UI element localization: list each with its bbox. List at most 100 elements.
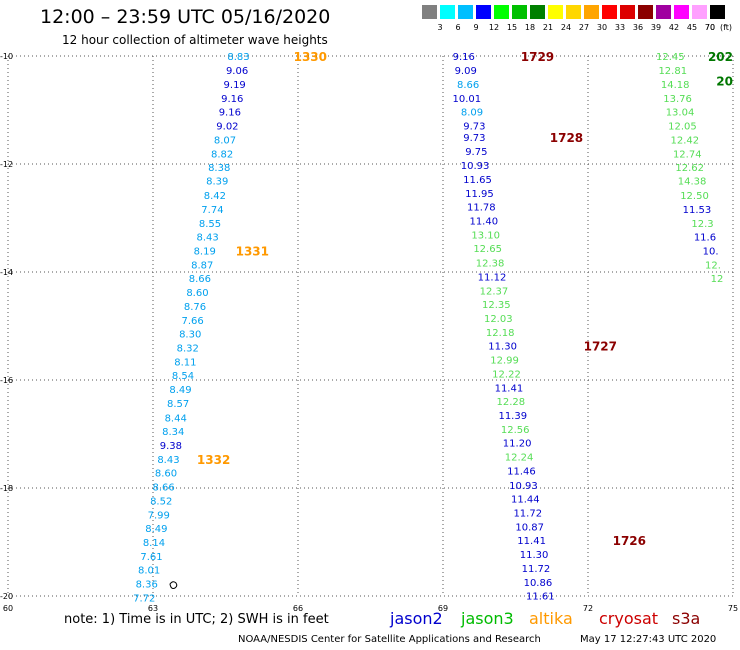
legend-label: 42 [668,23,680,32]
wave-height-value: 12.03 [484,314,513,325]
wave-height-value: 12.81 [658,66,687,77]
legend-label: 39 [650,23,662,32]
wave-height-value: 9.73 [463,122,485,133]
wave-height-value: 12.35 [482,300,511,311]
wave-height-value: 7.61 [140,552,162,563]
wave-height-value: 8.60 [186,288,208,299]
wave-height-value: 14.18 [661,80,690,91]
wave-height-value: 8.60 [155,468,177,479]
legend-swatch [476,5,491,19]
wave-height-value: 9.02 [216,122,238,133]
map-subtitle: 12 hour collection of altimeter wave hei… [62,33,328,47]
wave-height-value: 12.62 [675,163,704,174]
wave-height-value: 11.20 [503,439,532,450]
pass-time-label: 202 [708,50,733,64]
legend-swatch [422,5,437,19]
wave-height-value: 9.09 [455,66,477,77]
wave-height-value: 11.95 [465,189,494,200]
credit-text: NOAA/NESDIS Center for Satellite Applica… [238,634,541,645]
pass-time-label: 1332 [197,453,230,467]
wave-height-value: 11.41 [495,384,524,395]
legend-label: 15 [506,23,518,32]
lat-tick-label: -14 [0,268,13,277]
wave-height-value: 8.36 [136,580,158,591]
wave-height-value: 8.42 [204,191,226,202]
wave-height-value: 12.24 [505,453,534,464]
map-title: 12:00 – 23:59 UTC 05/16/2020 [40,6,331,28]
wave-height-value: 10.86 [524,578,553,589]
wave-height-value: 8.43 [196,232,218,243]
wave-height-value: 12.3 [691,219,713,230]
wave-height-value: 11.41 [517,536,546,547]
wave-height-value: 8.49 [169,385,191,396]
satellite-label-jason3: jason3 [461,609,514,628]
legend-swatch [710,5,725,19]
wave-height-value: 8.66 [189,274,211,285]
wave-height-value: 8.55 [199,219,221,230]
wave-height-value: 11.39 [498,411,527,422]
wave-height-value: 7.74 [201,205,223,216]
legend-swatch [620,5,635,19]
wave-height-value: 11.65 [463,175,492,186]
wave-height-value: 8.19 [194,246,216,257]
wave-height-value: 9.06 [226,66,248,77]
wave-height-value: 13.10 [471,231,500,242]
satellite-label-jason2: jason2 [390,609,443,628]
wave-height-value: 11.46 [507,467,536,478]
wave-height-value: 8.39 [206,177,228,188]
legend-swatch [602,5,617,19]
wave-height-value: 11.53 [683,205,712,216]
wave-height-value: 12.28 [497,397,526,408]
wave-height-value: 8.57 [167,399,189,410]
legend-label: 70 [704,23,716,32]
legend-label: 6 [455,23,461,32]
wave-height-value: 8.30 [179,330,201,341]
wave-height-value: 8.43 [157,455,179,466]
legend-label: 45 [686,23,698,32]
legend-swatch [584,5,599,19]
legend-label: 33 [614,23,626,32]
wave-height-value: 13.04 [666,108,695,119]
pass-time-label: 1727 [584,339,617,353]
legend-swatch [674,5,689,19]
legend-swatch [440,5,455,19]
pass-time-label: 1728 [550,131,583,145]
legend-swatch [458,5,473,19]
wave-height-value: 8.54 [172,371,194,382]
lat-tick-label: -12 [0,160,13,169]
legend-label: 21 [542,23,554,32]
wave-height-value: 8.34 [162,427,184,438]
footer-note: note: 1) Time is in UTC; 2) SWH is in fe… [64,612,329,627]
wave-height-value: 12.45 [656,52,685,63]
pass-time-label: 1330 [294,50,327,64]
wave-height-value: 12.56 [501,425,530,436]
lat-tick-label: -20 [0,592,13,601]
wave-height-value: 9.73 [463,133,485,144]
wave-height-value: 11.6 [694,232,716,243]
wave-height-value: 10.87 [515,522,544,533]
wave-height-value: 8.52 [150,496,172,507]
wave-height-value: 11.40 [469,217,498,228]
wave-height-value: 8.01 [138,566,160,577]
wave-height-value: 10.93 [509,481,538,492]
wave-height-value: 11.78 [467,203,496,214]
legend-label: 3 [437,23,443,32]
pass-time-label: 1331 [236,244,269,258]
legend-label: 18 [524,23,536,32]
island-outline [169,581,178,589]
wave-height-value: 9.16 [221,94,243,105]
legend-label: 12 [488,23,500,32]
lat-tick-label: -16 [0,376,13,385]
wave-height-value: 12.22 [492,370,521,381]
lon-tick-label: 60 [3,604,13,613]
legend-swatch [494,5,509,19]
wave-height-value: 8.09 [461,108,483,119]
wave-height-value: 7.66 [181,316,203,327]
wave-height-value: 8.82 [211,150,233,161]
legend-swatch [638,5,653,19]
lon-tick-label: 75 [728,604,738,613]
wave-height-value: 8.38 [208,163,230,174]
wave-height-value: 11.61 [526,591,555,602]
wave-height-value: 12. [705,260,721,271]
wave-height-value: 12.50 [680,191,709,202]
